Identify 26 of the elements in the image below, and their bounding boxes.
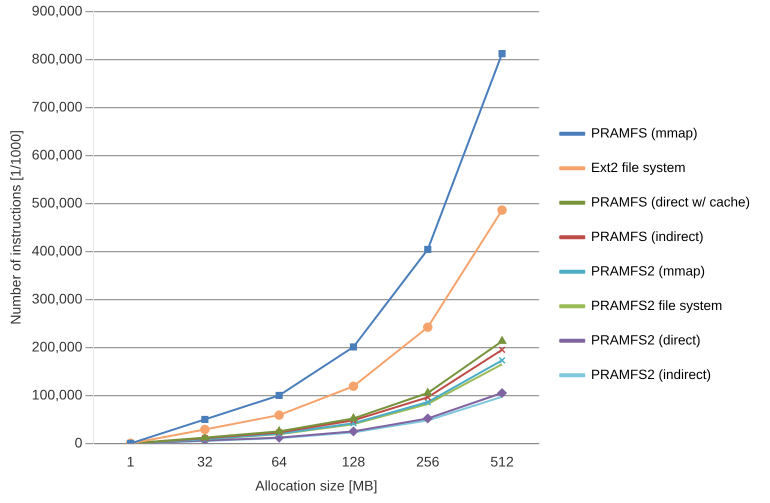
x-tick-label: 256	[416, 454, 440, 470]
y-tick-label: 400,000	[32, 242, 83, 258]
y-tick-label: 0	[74, 434, 83, 450]
legend-label: PRAMFS (indirect)	[590, 228, 704, 244]
y-tick-label: 200,000	[32, 338, 83, 354]
y-tick-label: 300,000	[32, 290, 83, 306]
legend-label: PRAMFS (direct w/ cache)	[590, 194, 750, 210]
x-tick-label: 32	[197, 454, 213, 470]
legend-label: Ext2 file system	[590, 160, 686, 175]
y-tick-label: 600,000	[32, 146, 83, 162]
legend-label: PRAMFS2 file system	[590, 298, 722, 313]
legend-label: PRAMFS (mmap)	[590, 125, 698, 140]
x-tick-label: 512	[490, 454, 514, 470]
y-tick-label: 900,000	[32, 2, 83, 18]
x-tick-label: 1	[126, 454, 135, 470]
y-tick-label: 800,000	[32, 50, 83, 66]
y-tick-label: 500,000	[32, 194, 83, 210]
legend-label: PRAMFS2 (direct)	[590, 332, 700, 348]
x-tick-label: 64	[271, 454, 288, 470]
x-tick-label: 128	[342, 454, 366, 470]
y-tick-label: 700,000	[32, 98, 83, 114]
legend-label: PRAMFS2 (mmap)	[590, 263, 705, 278]
y-tick-label: 100,000	[32, 386, 83, 402]
y-axis-title: Number of instructions [1/1000]	[7, 130, 24, 325]
x-axis-title: Allocation size [MB]	[255, 477, 378, 494]
legend-label: PRAMFS2 (indirect)	[590, 366, 711, 382]
